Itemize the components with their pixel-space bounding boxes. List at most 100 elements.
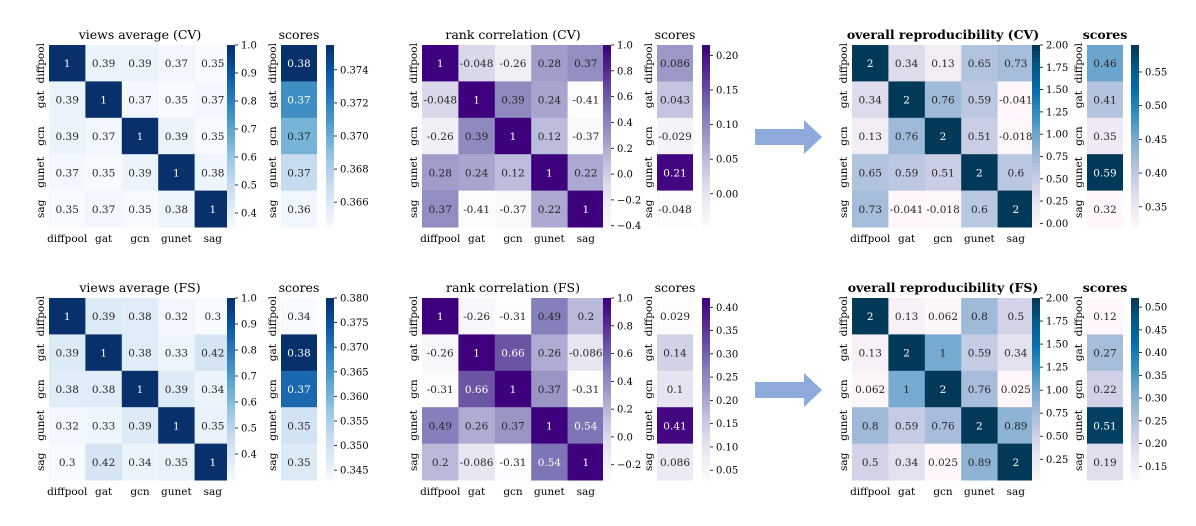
colorbar-segment (1032, 346, 1040, 351)
scores-colorbar-segment (702, 392, 710, 396)
colorbar-segment (603, 301, 611, 305)
colorbar-segment (603, 419, 611, 423)
colorbar-segment (227, 99, 235, 104)
colorbar-segment (227, 54, 235, 58)
cell-label: 0.32 (56, 420, 79, 432)
heatmap-cell (194, 190, 232, 228)
scores-colorbar-segment (702, 455, 710, 460)
heatmap-cell (458, 117, 496, 155)
scores-colorbar-tick-label: 0.00 (716, 189, 738, 200)
heatmap-cell (85, 154, 123, 192)
colorbar-segment (1032, 385, 1040, 390)
colorbar-segment (603, 458, 611, 463)
scores-colorbar-segment (1131, 184, 1139, 189)
x-tick-label: diffpool (47, 233, 88, 245)
scores-colorbar-segment (1131, 440, 1139, 445)
scores-title: scores (279, 280, 320, 295)
scores-colorbar-segment (1131, 331, 1139, 335)
scores-colorbar-segment (1131, 166, 1139, 170)
colorbar-segment (227, 440, 235, 445)
scores-colorbar-segment (326, 389, 334, 393)
cell-label: 2 (976, 420, 983, 432)
scores-y-tick-label: gunet (1073, 409, 1085, 440)
heatmap-cell (194, 443, 232, 481)
scores-colorbar-segment (326, 45, 334, 49)
scores-colorbar-segment (702, 358, 710, 363)
colorbar-segment (1032, 75, 1040, 79)
scores-title: scores (655, 27, 696, 42)
colorbar-segment (603, 157, 611, 161)
colorbar-segment (603, 114, 611, 119)
y-tick-label: gcn (35, 379, 47, 399)
colorbar-segment (227, 211, 235, 216)
heatmap-cell (494, 407, 532, 445)
scores-colorbar-tick-label: 0.15 (716, 85, 738, 96)
colorbar-segment (1032, 476, 1040, 481)
cell-label: 0.38 (128, 348, 151, 360)
scores-colorbar-segment (326, 452, 334, 457)
colorbar-segment (1032, 416, 1040, 420)
colorbar-segment (1032, 87, 1040, 92)
colorbar-segment (603, 123, 611, 128)
cell-label: 0.38 (201, 167, 224, 179)
scores-colorbar-segment (1131, 163, 1139, 167)
cell-label: 1 (546, 420, 553, 432)
colorbar-segment (227, 473, 235, 478)
scores-colorbar-segment (326, 99, 334, 104)
colorbar-segment (1032, 452, 1040, 457)
heatmap-cell (852, 370, 889, 408)
heatmap-cell (924, 298, 962, 335)
colorbar-segment (227, 217, 235, 222)
colorbar-tick-label: 0.4 (617, 118, 633, 129)
heatmap-cell (422, 154, 459, 192)
cell-label: 0.22 (574, 167, 597, 179)
scores-colorbar-segment (326, 142, 334, 146)
cell-label: 0.39 (465, 131, 488, 143)
score-cell (281, 154, 317, 192)
scores-colorbar-segment (326, 470, 334, 475)
scores-colorbar-segment (326, 217, 334, 222)
scores-colorbar-segment (326, 458, 334, 463)
colorbar-segment (227, 154, 235, 158)
cell-label: 1 (940, 348, 947, 360)
colorbar-segment (227, 172, 235, 177)
score-cell (657, 117, 693, 155)
colorbar-segment (603, 202, 611, 207)
heatmap-cell (888, 298, 926, 335)
scores-colorbar-segment (702, 202, 710, 207)
colorbar-segment (603, 142, 611, 146)
colorbar-segment (1032, 431, 1040, 436)
scores-colorbar-segment (326, 364, 334, 369)
heatmap-cell (531, 45, 569, 82)
colorbar-segment (603, 370, 611, 375)
colorbar-segment (603, 48, 611, 52)
cell-label: 0.38 (56, 384, 79, 396)
colorbar-segment (603, 404, 611, 408)
scores-colorbar-segment (326, 145, 334, 149)
heatmap-cell (997, 298, 1035, 335)
colorbar-segment (603, 129, 611, 134)
colorbar-segment (227, 136, 235, 140)
colorbar-segment (1032, 57, 1040, 61)
cell-label: 0.26 (465, 420, 489, 432)
colorbar-tick-label: −0.2 (617, 460, 641, 471)
scores-colorbar-segment (1131, 443, 1139, 448)
colorbar-tick-label: 0.9 (241, 320, 257, 331)
heatmap-cell (997, 117, 1035, 155)
heatmap-cell (85, 334, 123, 372)
scores-colorbar-segment (326, 105, 334, 110)
scores-colorbar-segment (1131, 214, 1139, 219)
colorbar-segment (227, 102, 235, 107)
colorbar-tick-label: 0.7 (241, 125, 257, 136)
scores-y-tick-label: gunet (267, 409, 279, 440)
heatmap-panel-2: rank correlation (CV) 1 -0.048 -0.26 0.28 0.3… (408, 27, 738, 245)
cell-label: 2 (940, 131, 947, 143)
y-tick-label: gat (35, 90, 47, 108)
colorbar-segment (227, 410, 235, 414)
y-tick-label: sag (838, 199, 850, 218)
colorbar-segment (603, 132, 611, 137)
colorbar-segment (1032, 310, 1040, 314)
scores-colorbar-segment (702, 217, 710, 222)
scores-colorbar-segment (1131, 407, 1139, 411)
colorbar-segment (227, 379, 235, 384)
